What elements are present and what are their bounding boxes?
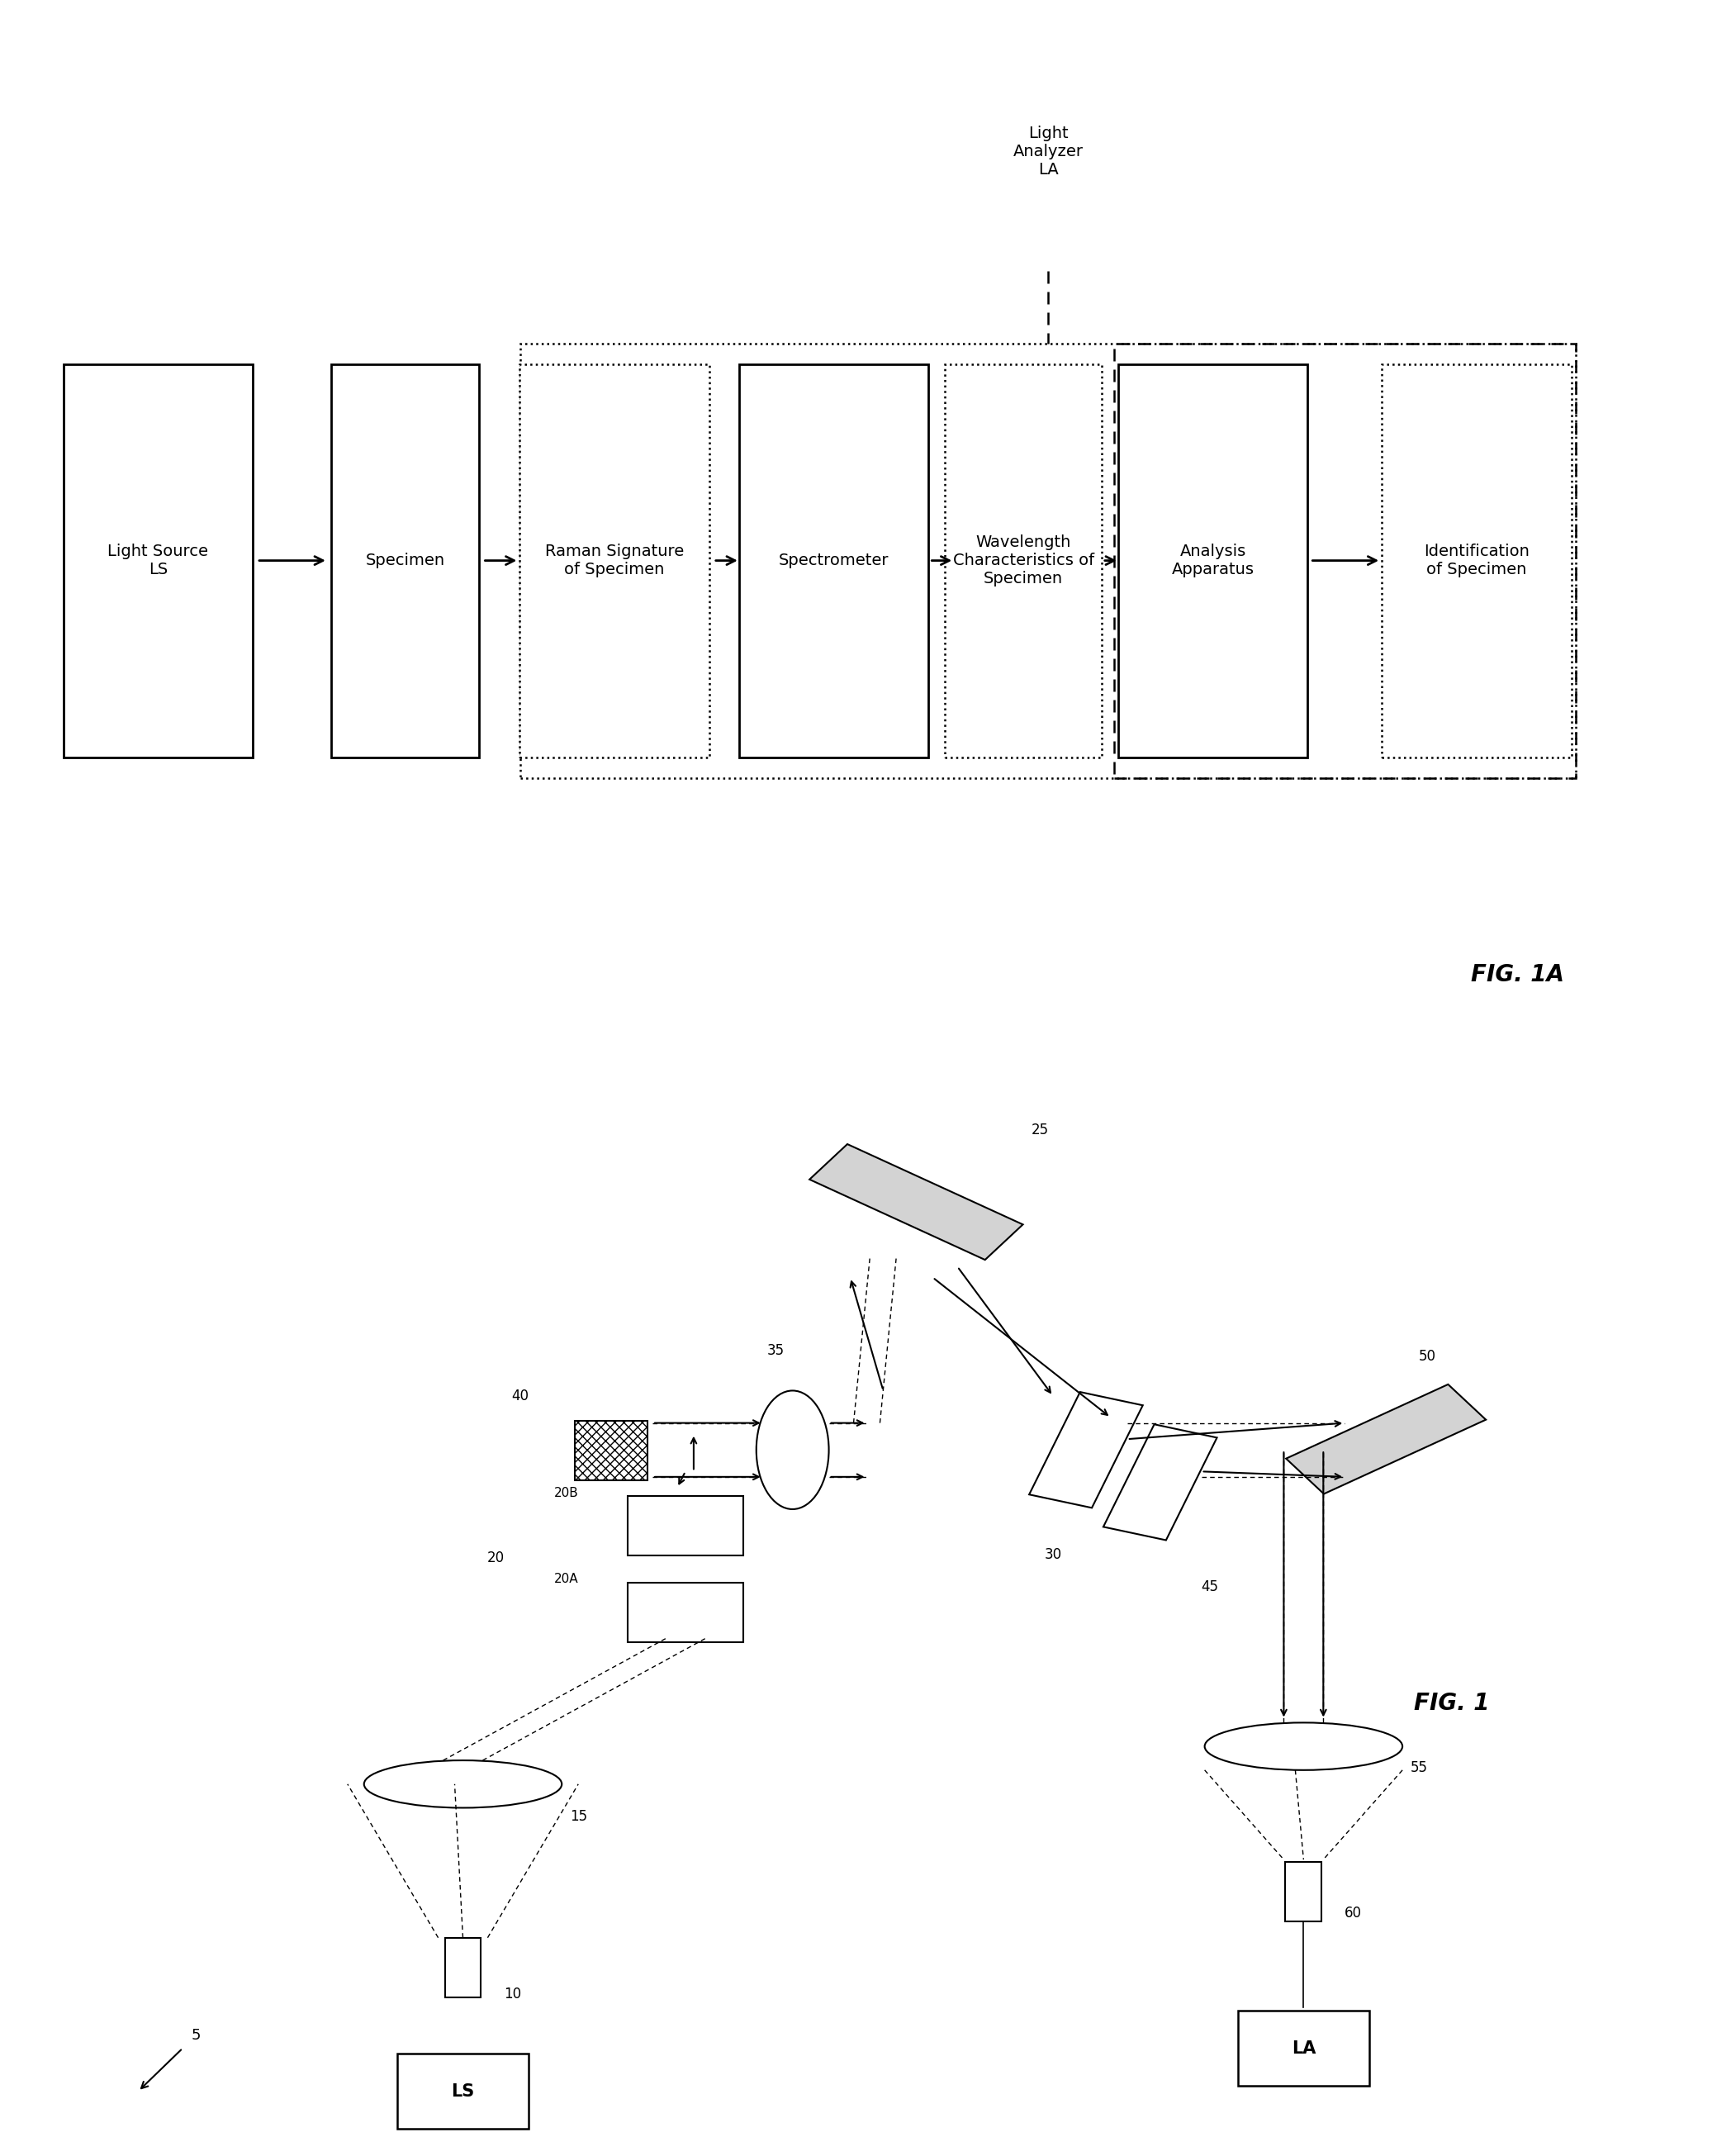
Bar [331, 364, 479, 757]
Bar [738, 364, 929, 757]
Bar [1114, 343, 1576, 778]
Polygon shape [1286, 1384, 1485, 1494]
Text: 25: 25 [1032, 1123, 1049, 1136]
Bar [520, 343, 1576, 778]
Text: FIG. 1: FIG. 1 [1415, 1692, 1490, 1714]
Bar [944, 364, 1102, 757]
Bar [1382, 364, 1571, 757]
Bar [1118, 364, 1308, 757]
Text: 5: 5 [191, 2029, 201, 2044]
Text: LA: LA [1291, 2040, 1315, 2057]
Text: Specimen: Specimen [366, 552, 445, 569]
Text: Wavelength
Characteristics of
Specimen: Wavelength Characteristics of Specimen [953, 535, 1094, 586]
Text: 15: 15 [570, 1809, 587, 1824]
Polygon shape [1104, 1425, 1217, 1539]
Bar [575, 1421, 647, 1479]
Text: 20: 20 [486, 1550, 505, 1565]
Bar [1286, 1863, 1322, 1921]
Bar [445, 1938, 481, 1996]
Text: Light Source
LS: Light Source LS [108, 543, 208, 578]
Text: FIG. 1A: FIG. 1A [1471, 964, 1564, 985]
Bar [520, 364, 709, 757]
Bar [64, 364, 252, 757]
Text: Identification
of Specimen: Identification of Specimen [1423, 543, 1530, 578]
Ellipse shape [364, 1759, 561, 1807]
Text: 10: 10 [505, 1988, 522, 2001]
Bar [628, 1583, 743, 1643]
Text: 20B: 20B [553, 1488, 579, 1498]
Bar [397, 2053, 529, 2130]
Text: 40: 40 [512, 1388, 529, 1404]
Text: Analysis
Apparatus: Analysis Apparatus [1171, 543, 1253, 578]
Text: 50: 50 [1418, 1350, 1437, 1363]
Ellipse shape [755, 1391, 829, 1509]
Bar [1238, 2009, 1370, 2087]
Text: 20A: 20A [555, 1574, 579, 1585]
Text: 30: 30 [1044, 1548, 1061, 1561]
Polygon shape [809, 1145, 1023, 1259]
Text: Spectrometer: Spectrometer [778, 552, 889, 569]
Bar [628, 1496, 743, 1557]
Text: Light
Analyzer
LA: Light Analyzer LA [1013, 125, 1083, 179]
Text: 60: 60 [1344, 1906, 1362, 1921]
Ellipse shape [1205, 1723, 1403, 1770]
Text: 45: 45 [1200, 1578, 1219, 1593]
Text: 55: 55 [1411, 1761, 1429, 1774]
Text: 35: 35 [767, 1343, 785, 1358]
Text: Raman Signature
of Specimen: Raman Signature of Specimen [544, 543, 683, 578]
Polygon shape [1028, 1393, 1144, 1507]
Text: LS: LS [452, 2083, 474, 2100]
